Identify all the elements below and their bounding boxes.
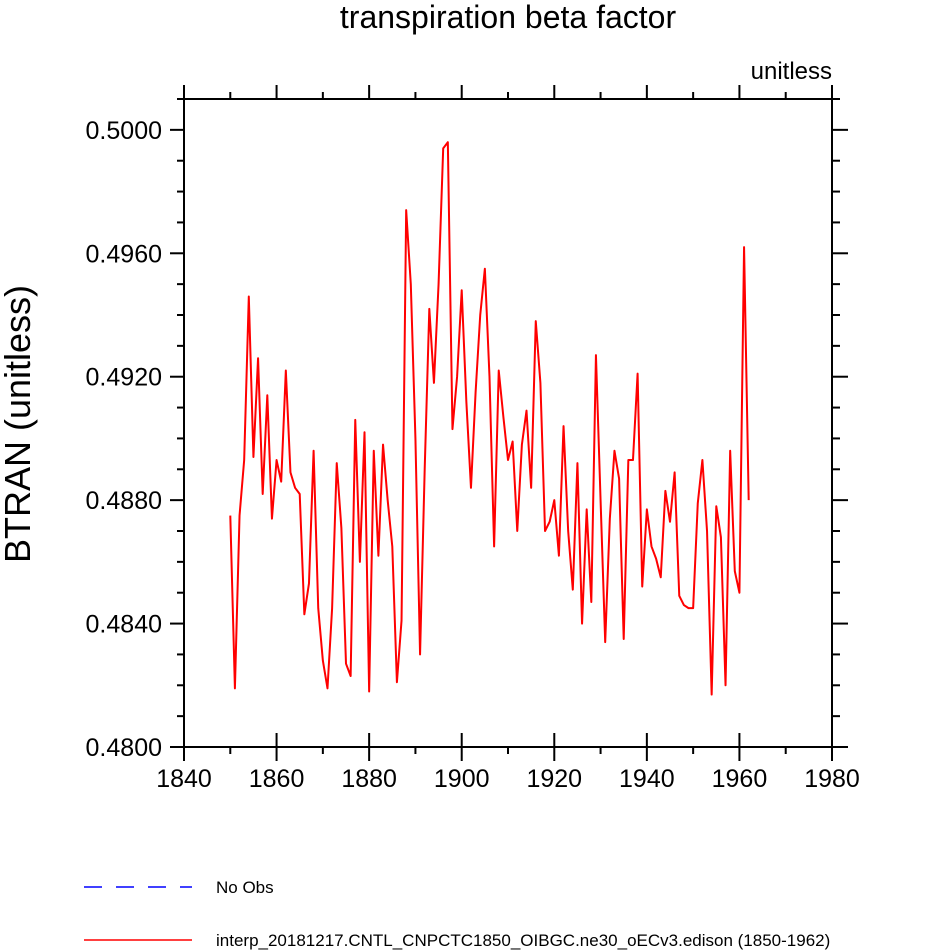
x-tick-label: 1980	[804, 765, 860, 793]
units-label: unitless	[751, 58, 832, 85]
y-axis-title: BTRAN (unitless)	[0, 285, 38, 563]
x-tick-label: 1840	[156, 765, 212, 793]
y-tick-label: 0.4880	[86, 487, 162, 515]
x-tick-label: 1960	[712, 765, 768, 793]
x-tick-labels: 1840 1860 1880 1900 1920 1940 1960 1980	[156, 765, 860, 793]
x-tick-label: 1920	[526, 765, 582, 793]
legend: No Obs interp_20181217.CNTL_CNPCTC1850_O…	[84, 878, 830, 950]
x-tick-label: 1880	[341, 765, 397, 793]
x-tick-label: 1900	[434, 765, 490, 793]
x-tick-label: 1940	[619, 765, 675, 793]
x-tick-label: 1860	[249, 765, 305, 793]
series-line-btran	[229, 141, 750, 696]
legend-label-model: interp_20181217.CNTL_CNPCTC1850_OIBGC.ne…	[216, 931, 830, 950]
y-tick-label: 0.4920	[86, 364, 162, 392]
y-tick-label: 0.4960	[86, 240, 162, 268]
y-tick-label: 0.4800	[86, 734, 162, 762]
y-tick-labels: 0.4800 0.4840 0.4880 0.4920 0.4960 0.5000	[86, 117, 162, 762]
legend-label-no-obs: No Obs	[216, 878, 274, 897]
axis-ticks	[170, 85, 848, 761]
plot-frame	[183, 98, 833, 748]
y-tick-label: 0.5000	[86, 117, 162, 145]
y-tick-label: 0.4840	[86, 611, 162, 639]
chart-title: transpiration beta factor	[340, 0, 677, 35]
